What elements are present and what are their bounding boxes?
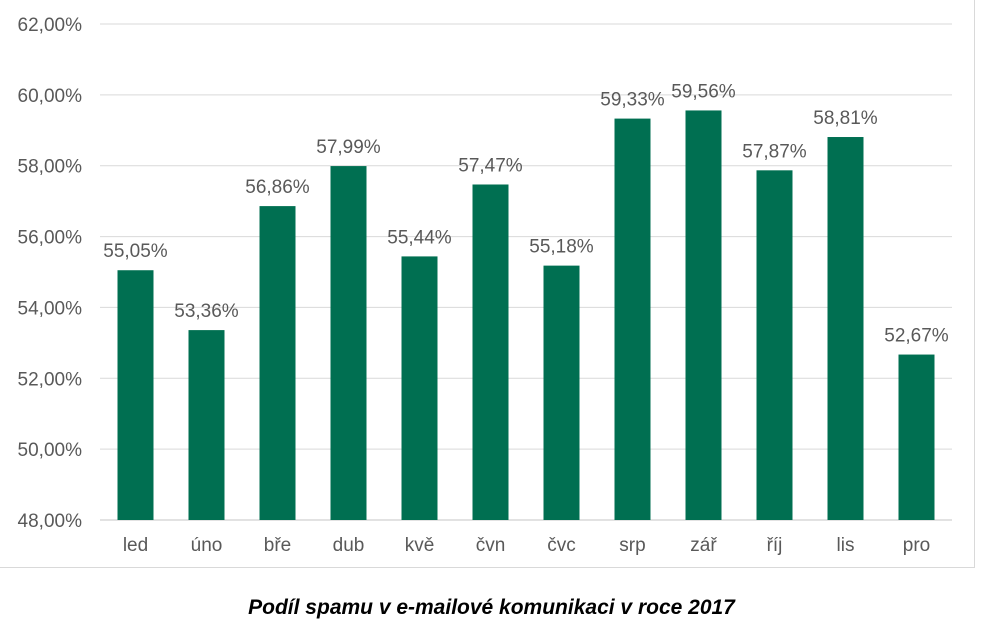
- bar: [614, 118, 651, 520]
- x-tick-label: led: [123, 535, 148, 556]
- bar: [543, 265, 580, 520]
- bars: [117, 110, 935, 521]
- data-label: 55,44%: [387, 227, 452, 248]
- bar: [188, 330, 225, 520]
- x-axis-labels: led úno bře dub kvě čvn čvc srp zář říj lis pro: [123, 535, 930, 556]
- y-tick-label: 58,00%: [18, 157, 83, 178]
- data-label: 57,99%: [316, 137, 381, 158]
- data-label: 59,33%: [600, 90, 665, 111]
- data-label: 55,18%: [529, 237, 594, 258]
- x-tick-label: srp: [619, 535, 645, 556]
- bar: [117, 270, 154, 520]
- x-tick-label: dub: [333, 535, 365, 556]
- y-tick-label: 62,00%: [18, 15, 83, 36]
- y-tick-label: 52,00%: [18, 369, 83, 390]
- y-tick-label: 48,00%: [18, 511, 83, 532]
- data-label: 55,05%: [103, 241, 168, 262]
- bar: [685, 110, 722, 521]
- data-label: 52,67%: [884, 326, 949, 347]
- x-tick-label: bře: [264, 535, 291, 556]
- y-tick-label: 54,00%: [18, 298, 83, 319]
- chart-title: Podíl spamu v e-mailové komunikaci v roc…: [248, 596, 735, 619]
- data-label: 58,81%: [813, 108, 878, 129]
- bar: [472, 184, 509, 520]
- x-tick-label: zář: [690, 535, 717, 556]
- data-label: 57,47%: [458, 155, 523, 176]
- bar: [756, 170, 793, 520]
- gridlines: [100, 23, 952, 521]
- x-tick-label: lis: [837, 535, 855, 556]
- bar: [330, 166, 367, 520]
- data-label: 56,86%: [245, 177, 310, 198]
- bar-chart: 48,00% 50,00% 52,00% 54,00% 56,00% 58,00% 60,0…: [18, 15, 952, 556]
- x-tick-label: úno: [191, 535, 223, 556]
- bar: [259, 206, 296, 521]
- y-tick-label: 50,00%: [18, 440, 83, 461]
- x-tick-label: kvě: [405, 535, 435, 556]
- data-label: 59,56%: [671, 81, 736, 102]
- chart-frame: [0, 0, 975, 568]
- data-label: 57,87%: [742, 141, 807, 162]
- x-tick-label: říj: [767, 535, 783, 556]
- bar: [898, 354, 935, 520]
- bar: [401, 256, 438, 520]
- bar: [827, 137, 864, 520]
- data-labels: 55,05% 53,36% 56,86% 57,99% 55,44% 57,47% 55,1…: [103, 81, 949, 346]
- y-tick-label: 60,00%: [18, 86, 83, 107]
- y-axis-ticks: 48,00% 50,00% 52,00% 54,00% 56,00% 58,00% 60,0…: [18, 15, 83, 532]
- x-tick-label: čvc: [547, 535, 576, 556]
- y-tick-label: 56,00%: [18, 228, 83, 249]
- x-tick-label: pro: [903, 535, 930, 556]
- x-tick-label: čvn: [476, 535, 506, 556]
- data-label: 53,36%: [174, 301, 239, 322]
